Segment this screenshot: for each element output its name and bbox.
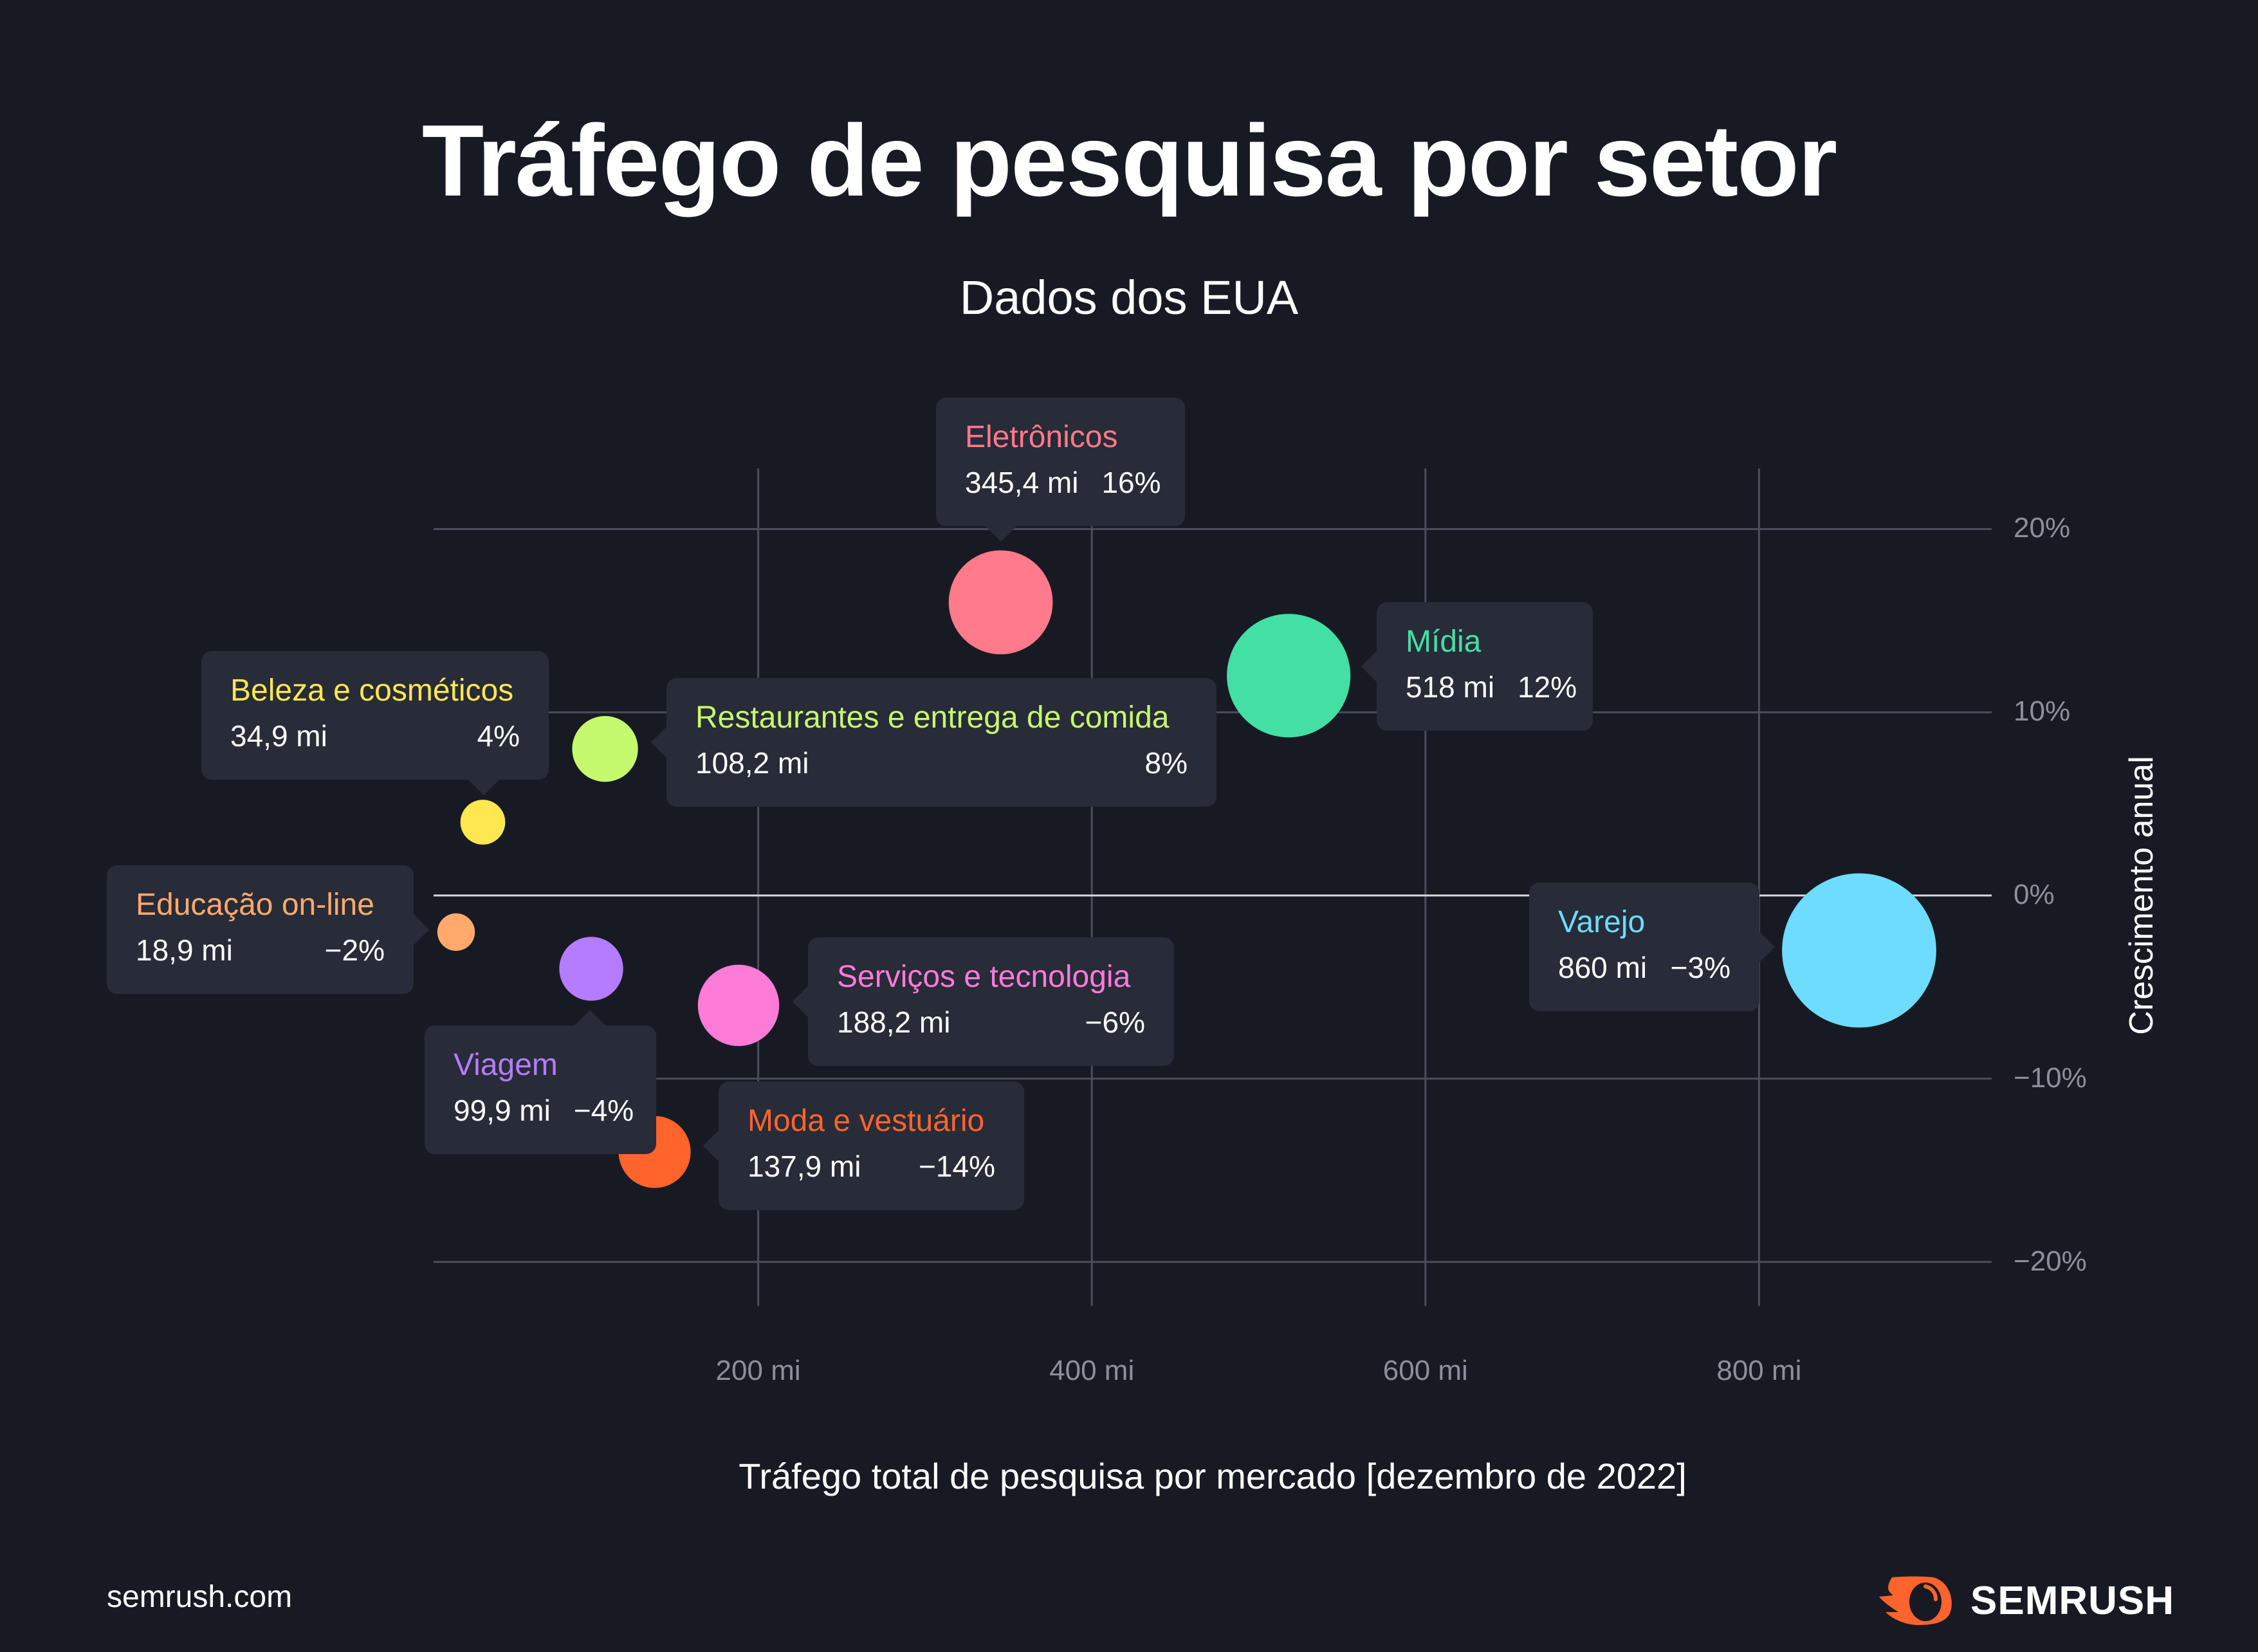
tooltip-traffic: 137,9 mi: [748, 1150, 861, 1183]
bubble: [1227, 614, 1351, 738]
tooltip-pointer: [1758, 930, 1792, 964]
tooltip-category: Beleza e cosméticos: [230, 674, 514, 708]
tooltip-category: Mídia: [1406, 625, 1482, 659]
tooltip-category: Educação on-line: [136, 888, 374, 922]
tooltip-category: Moda e vestuário: [748, 1104, 985, 1138]
y-tick-label: 0%: [2014, 879, 2055, 910]
tooltip-growth: 4%: [477, 719, 520, 753]
bubble: [437, 913, 475, 951]
data-label-tooltip: Varejo 860 mi −3%: [1529, 883, 1775, 1011]
tooltip-traffic: 345,4 mi: [965, 466, 1079, 499]
x-tick-label: 200 mi: [715, 1355, 801, 1386]
tooltip-traffic: 108,2 mi: [695, 746, 809, 780]
tooltip-category: Eletrônicos: [965, 420, 1118, 454]
chart-subtitle: Dados dos EUA: [959, 271, 1299, 324]
tooltip-traffic: 188,2 mi: [837, 1005, 951, 1039]
y-tick-label: 10%: [2014, 695, 2071, 728]
tooltip-pointer: [686, 1129, 720, 1162]
data-label-tooltip: Educação on-line 18,9 mi −2%: [107, 865, 429, 994]
bubble: [697, 964, 780, 1047]
y-tick-label: −20%: [2014, 1245, 2087, 1277]
tooltip-category: Restaurantes e entrega de comida: [695, 701, 1170, 735]
tooltip-growth: −2%: [324, 933, 385, 967]
footer-url: semrush.com: [107, 1580, 293, 1614]
data-label-tooltip: Beleza e cosméticos 34,9 mi 4%: [201, 651, 549, 795]
data-label-tooltip: Restaurantes e entrega de comida 108,2 mi…: [651, 678, 1216, 807]
bubble: [460, 800, 506, 845]
tooltip-pointer: [1345, 650, 1378, 683]
tooltip-traffic: 518 mi: [1406, 670, 1495, 704]
chart-title: Tráfego de pesquisa por setor: [421, 104, 1837, 217]
tooltip-traffic: 99,9 mi: [454, 1094, 551, 1127]
tooltip-growth: 12%: [1518, 670, 1577, 704]
tooltip-traffic: 34,9 mi: [230, 719, 327, 753]
tooltip-pointer: [412, 913, 446, 946]
tooltip-traffic: 860 mi: [1558, 951, 1648, 984]
tooltip-growth: −14%: [919, 1150, 995, 1183]
bubble: [1782, 873, 1936, 1028]
semrush-fire-icon: [1879, 1576, 1952, 1625]
tooltip-category: Varejo: [1558, 905, 1646, 939]
tooltip-traffic: 18,9 mi: [136, 933, 233, 967]
tooltip-pointer: [634, 726, 668, 759]
x-axis-title: Tráfego total de pesquisa por mercado [d…: [739, 1456, 1687, 1496]
tooltip-growth: −4%: [573, 1094, 634, 1127]
tooltip-pointer: [984, 525, 1018, 558]
tooltip-category: Serviços e tecnologia: [837, 960, 1131, 994]
data-label-tooltip: Viagem 99,9 mi −4%: [425, 1010, 656, 1154]
tooltip-pointer: [573, 993, 607, 1027]
tooltip-growth: −6%: [1085, 1005, 1145, 1039]
bubble: [559, 937, 623, 1001]
x-tick-label: 600 mi: [1382, 1355, 1468, 1386]
x-tick-label: 800 mi: [1716, 1355, 1802, 1386]
data-label-tooltip: Eletrônicos 345,4 mi 16%: [936, 398, 1185, 542]
x-tick-label: 400 mi: [1049, 1355, 1135, 1386]
y-tick-label: −10%: [2014, 1061, 2087, 1094]
tooltip-category: Viagem: [454, 1048, 558, 1082]
y-tick-label: 20%: [2014, 512, 2071, 544]
data-label-tooltip: Serviços e tecnologia 188,2 mi −6%: [793, 937, 1174, 1066]
y-axis-title: Crescimento anual: [2123, 756, 2160, 1035]
data-label-tooltip: Moda e vestuário 137,9 mi −14%: [703, 1081, 1024, 1210]
tooltip-growth: 8%: [1144, 746, 1188, 780]
tooltip-pointer: [467, 778, 500, 812]
semrush-logo: SEMRUSH: [1879, 1576, 2174, 1625]
tooltip-pointer: [776, 985, 809, 1018]
bubble: [572, 716, 638, 782]
tooltip-growth: 16%: [1101, 466, 1161, 499]
logo-text: SEMRUSH: [1970, 1578, 2175, 1623]
tooltip-growth: −3%: [1670, 951, 1730, 984]
bubble: [948, 550, 1053, 655]
data-label-tooltip: Mídia 518 mi 12%: [1361, 602, 1593, 731]
